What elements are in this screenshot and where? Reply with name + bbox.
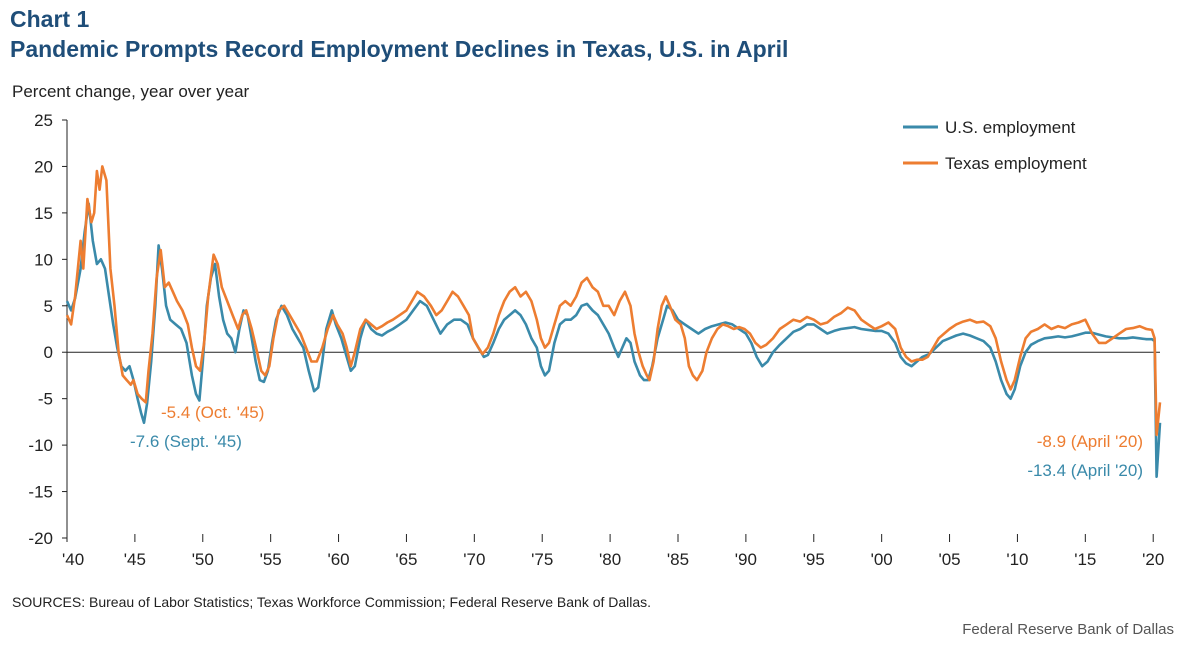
y-tick-label: 10 xyxy=(34,250,53,269)
y-tick-label: -15 xyxy=(28,483,53,502)
x-tick-label: '55 xyxy=(260,550,282,569)
x-tick-label: '70 xyxy=(463,550,485,569)
x-tick-label: '60 xyxy=(327,550,349,569)
x-tick-label: '80 xyxy=(599,550,621,569)
y-tick-label: 5 xyxy=(44,297,53,316)
y-tick-label: 15 xyxy=(34,204,53,223)
x-tick-label: '05 xyxy=(938,550,960,569)
y-tick-label: -5 xyxy=(38,390,53,409)
y-tick-label: -10 xyxy=(28,436,53,455)
axes: 25 20 15 10 5 0 -5 -10 -15 -20 '40 '45 '50 '55 '60 '65 '… xyxy=(28,111,1164,569)
y-axis-unit-label: Percent change, year over year xyxy=(12,82,250,101)
x-tick-label: '20 xyxy=(1142,550,1164,569)
sources-note: SOURCES: Bureau of Labor Statistics; Tex… xyxy=(12,594,652,610)
x-tick-label: '50 xyxy=(192,550,214,569)
x-tick-label: '75 xyxy=(531,550,553,569)
legend-label-us: U.S. employment xyxy=(945,118,1076,137)
x-tick-label: '85 xyxy=(667,550,689,569)
chart-title: Pandemic Prompts Record Employment Decli… xyxy=(10,36,789,62)
x-tick-label: '40 xyxy=(62,550,84,569)
x-tick-label: '10 xyxy=(1006,550,1028,569)
legend: U.S. employment Texas employment xyxy=(903,118,1087,173)
series-lines xyxy=(65,165,1162,478)
legend-label-texas: Texas employment xyxy=(945,154,1087,173)
y-tick-label: 25 xyxy=(34,111,53,130)
x-tick-label: '90 xyxy=(735,550,757,569)
data-label: -8.9 (April '20) xyxy=(1037,432,1143,451)
x-tick-label: '95 xyxy=(803,550,825,569)
annotations: -5.4 (Oct. '45) -7.6 (Sept. '45) -8.9 (Apr… xyxy=(130,403,1143,480)
chart-number: Chart 1 xyxy=(10,6,90,32)
y-tick-label: 20 xyxy=(34,157,53,176)
x-tick-label: '45 xyxy=(124,550,146,569)
data-label: -5.4 (Oct. '45) xyxy=(161,403,264,422)
y-tick-label: 0 xyxy=(44,343,53,362)
texas-employment-line xyxy=(65,165,1162,437)
data-label: -7.6 (Sept. '45) xyxy=(130,432,242,451)
x-tick-label: '15 xyxy=(1074,550,1096,569)
y-tick-label: -20 xyxy=(28,529,53,548)
data-label: -13.4 (April '20) xyxy=(1027,461,1143,480)
x-tick-label: '65 xyxy=(395,550,417,569)
credit-line: Federal Reserve Bank of Dallas xyxy=(962,621,1174,638)
x-tick-label: '00 xyxy=(871,550,893,569)
